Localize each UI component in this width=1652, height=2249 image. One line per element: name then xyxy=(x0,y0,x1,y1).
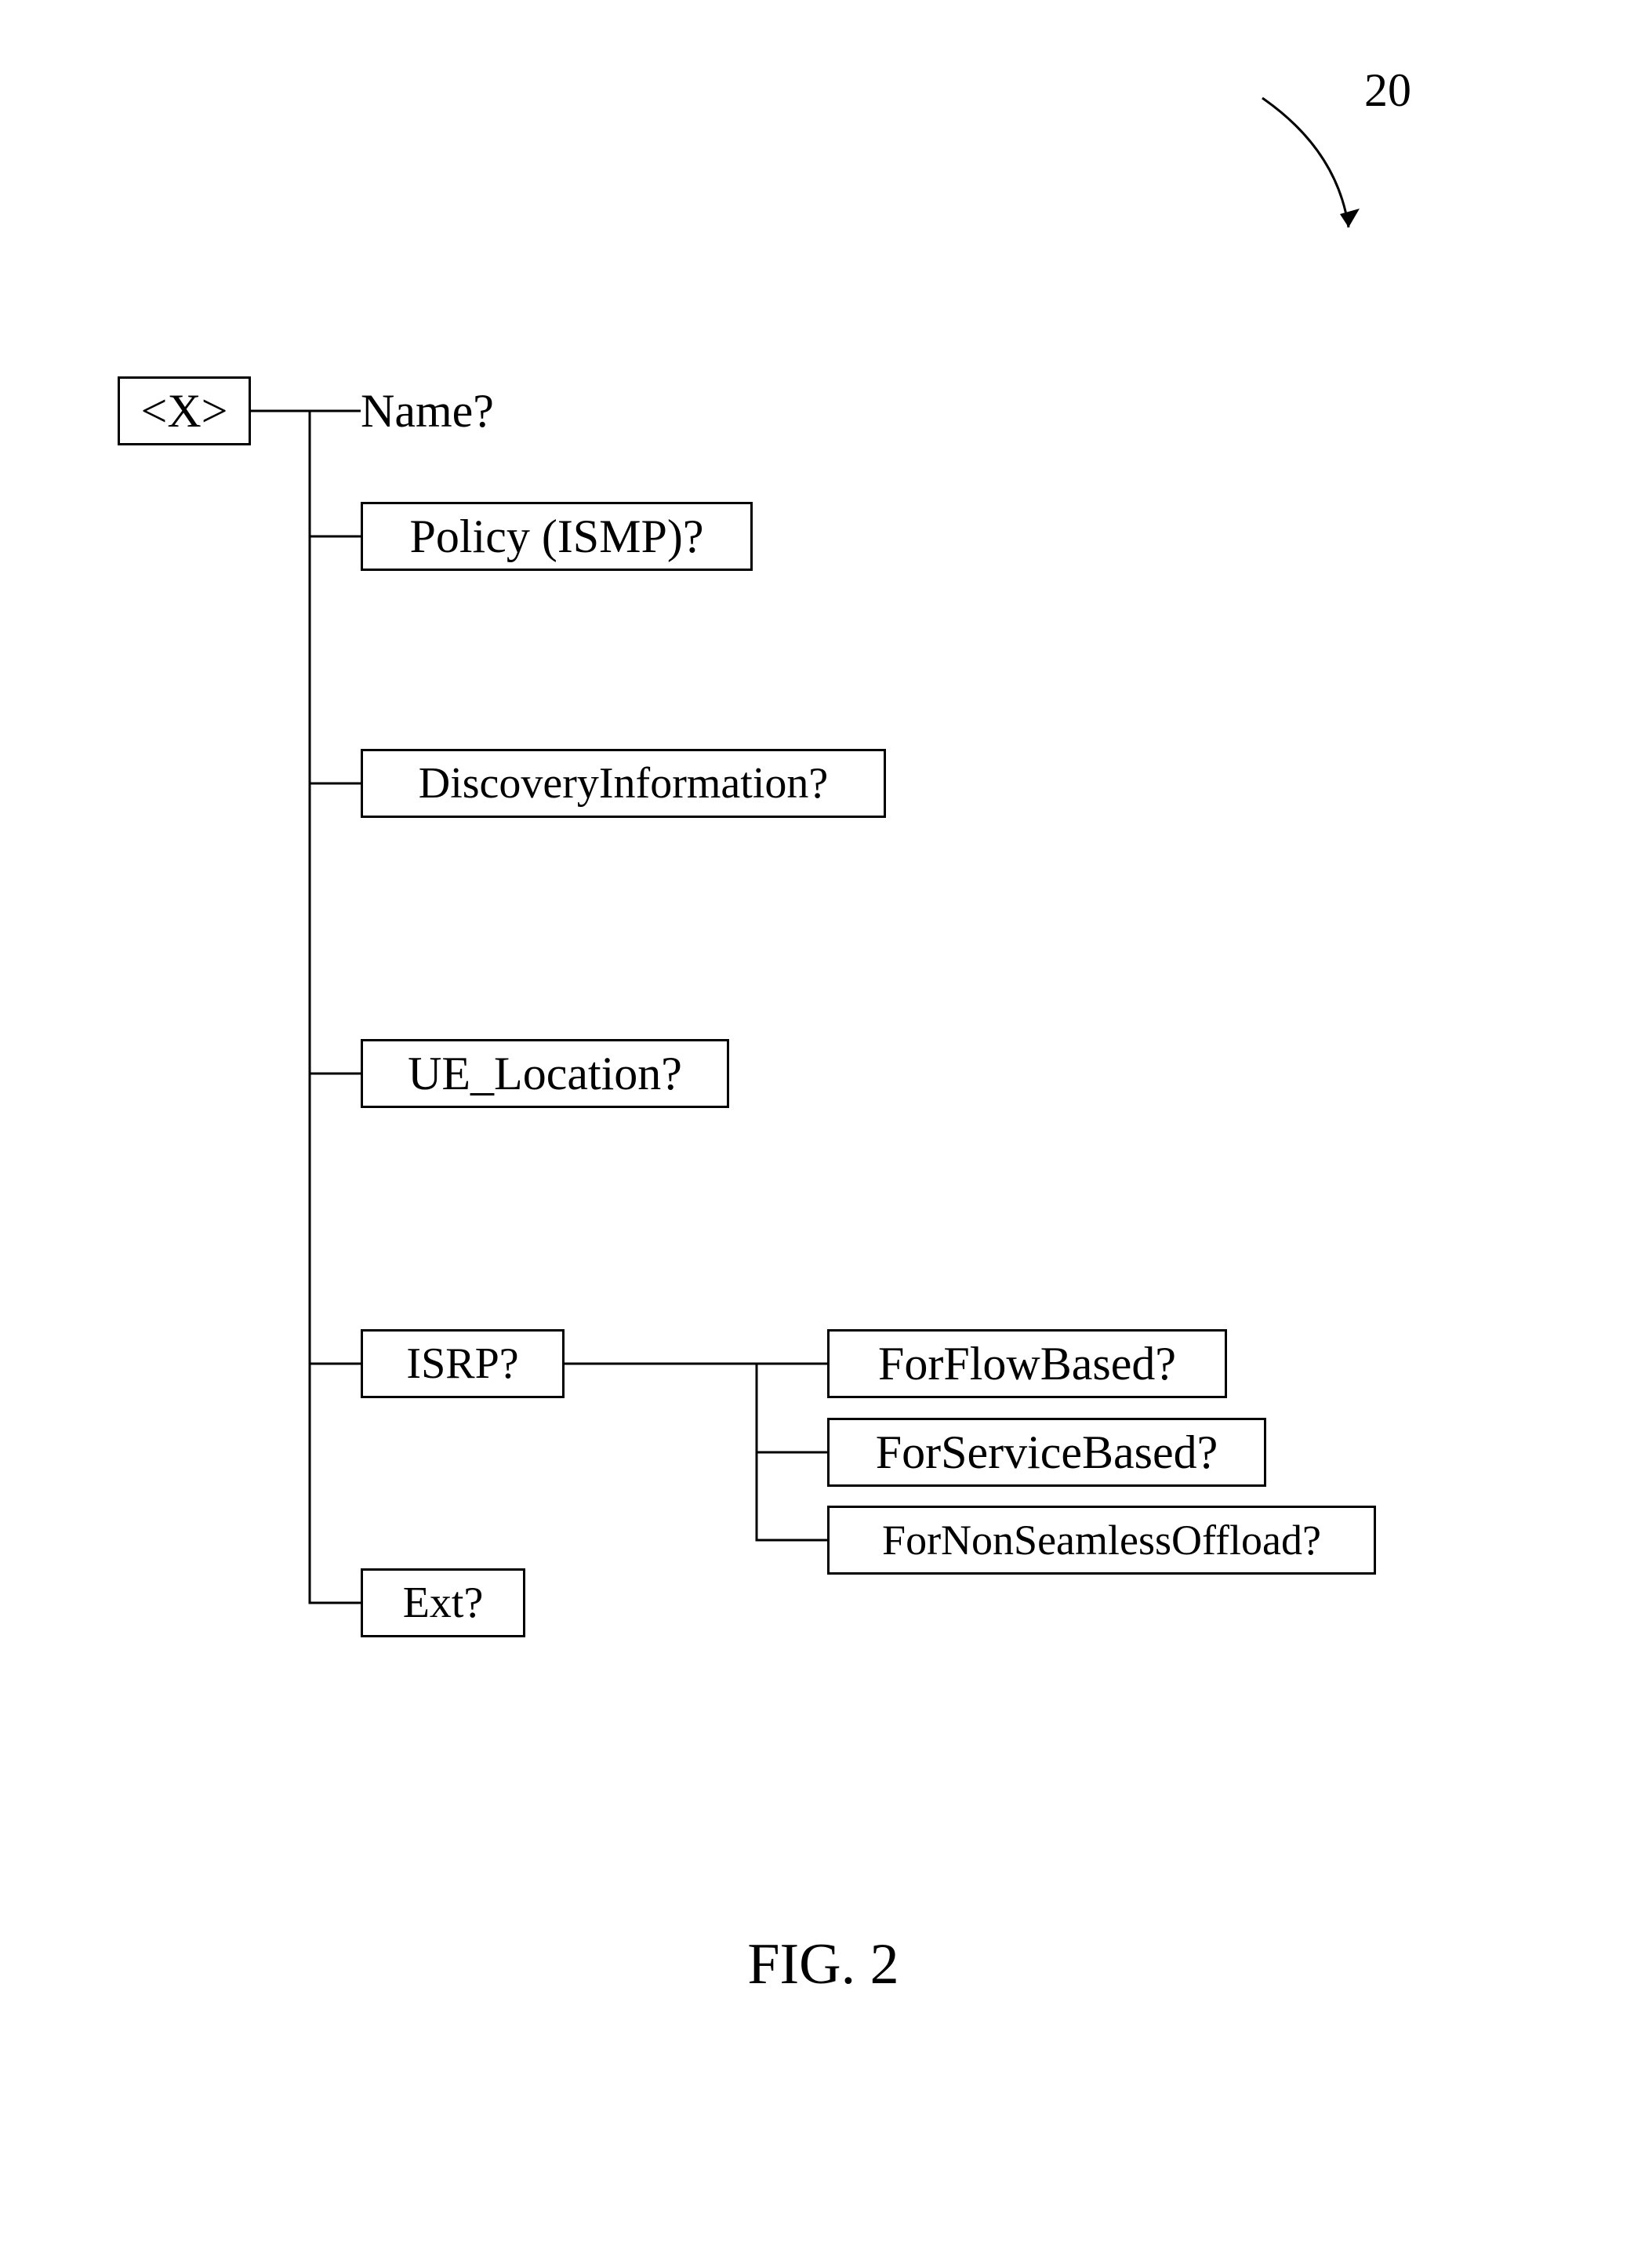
node-isrp-label: ISRP? xyxy=(406,1342,518,1386)
reference-arrow-head xyxy=(1340,209,1360,227)
node-policy-label: Policy (ISMP)? xyxy=(410,513,704,560)
node-fornonseamlessoffload: ForNonSeamlessOffload? xyxy=(827,1506,1376,1575)
node-discovery-label: DiscoveryInformation? xyxy=(419,761,828,805)
node-name-label: Name? xyxy=(361,387,494,434)
node-ext-label: Ext? xyxy=(403,1581,484,1625)
reference-number: 20 xyxy=(1364,67,1411,114)
node-isrp: ISRP? xyxy=(361,1329,565,1398)
figure-caption: FIG. 2 xyxy=(604,1925,1043,2004)
node-root-label: <X> xyxy=(140,387,227,434)
diagram-stage: <X> Name? Policy (ISMP)? DiscoveryInform… xyxy=(0,0,1652,2249)
node-forservicebased-label: ForServiceBased? xyxy=(876,1429,1218,1476)
node-forflowbased: ForFlowBased? xyxy=(827,1329,1227,1398)
node-forflowbased-label: ForFlowBased? xyxy=(878,1340,1176,1387)
reference-number-label: 20 xyxy=(1364,67,1411,114)
reference-arrow-svg xyxy=(0,0,1652,2249)
node-name: Name? xyxy=(361,376,596,445)
node-forservicebased: ForServiceBased? xyxy=(827,1418,1266,1487)
node-root: <X> xyxy=(118,376,251,445)
node-policy: Policy (ISMP)? xyxy=(361,502,753,571)
tree-lines xyxy=(0,0,1652,2249)
node-uelocation-label: UE_Location? xyxy=(408,1050,682,1097)
node-fornonseamlessoffload-label: ForNonSeamlessOffload? xyxy=(882,1519,1321,1561)
node-ext: Ext? xyxy=(361,1568,525,1637)
figure-caption-label: FIG. 2 xyxy=(747,1931,899,1998)
node-discovery: DiscoveryInformation? xyxy=(361,749,886,818)
reference-arrow-arc xyxy=(1262,98,1349,227)
node-uelocation: UE_Location? xyxy=(361,1039,729,1108)
